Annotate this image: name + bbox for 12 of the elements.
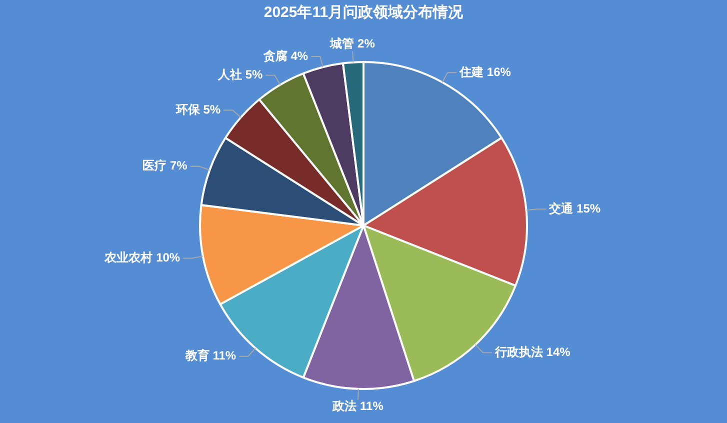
slice-label: 住建 16% [458, 64, 512, 79]
slice-label: 贪腐 4% [262, 48, 308, 63]
slice-label: 教育 11% [184, 348, 236, 363]
slice-label: 交通 15% [548, 201, 601, 216]
slice-label: 人社 5% [216, 68, 263, 82]
slice-label: 城管 2% [329, 36, 376, 51]
slice-label: 环保 5% [174, 102, 221, 116]
slice-label: 政法 11% [332, 399, 384, 414]
chart-title: 2025年11月问政领域分布情况 [262, 3, 464, 22]
slice-label: 农业农村 10% [104, 250, 180, 265]
slice-label: 行政执法 14% [494, 345, 571, 360]
slice-label: 医疗 7% [142, 158, 188, 173]
